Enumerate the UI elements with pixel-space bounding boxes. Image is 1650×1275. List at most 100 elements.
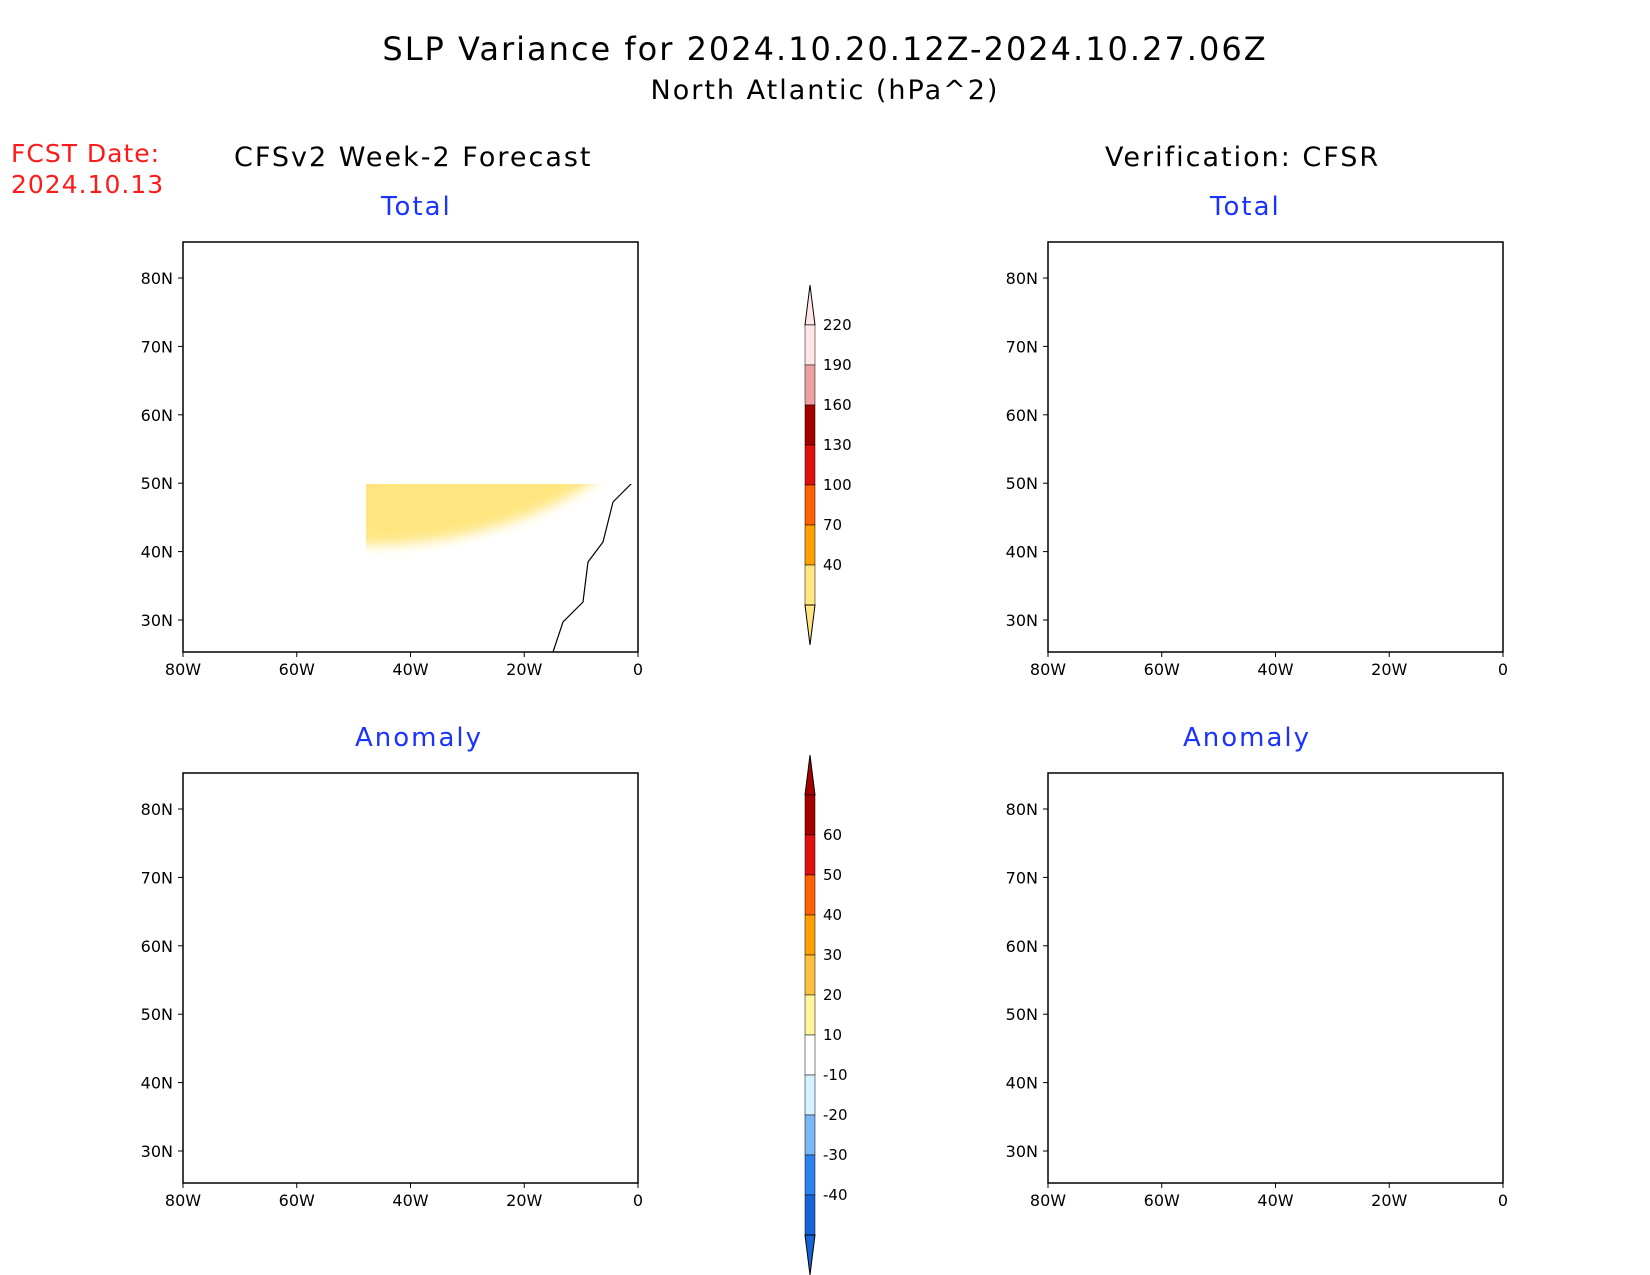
field-region-4 (209, 353, 387, 481)
lon-tick-label-60W: 60W (1144, 1191, 1180, 1210)
map-background (1048, 773, 1503, 1183)
field-region-3 (273, 252, 393, 332)
colorbar-segment (804, 994, 816, 1036)
field-region-2 (1056, 768, 1361, 1048)
field-region-4 (333, 813, 473, 893)
field-region-6 (1315, 294, 1521, 471)
field-region-10 (1080, 1038, 1196, 1168)
coastline-2 (503, 364, 533, 377)
field-region-4 (1259, 788, 1577, 1099)
colorbar-segment (804, 324, 816, 366)
colorbar-segment (804, 404, 816, 446)
colorbar-segment (804, 1114, 816, 1156)
coastline-3 (588, 938, 618, 988)
colorbar-bottom-arrow (804, 1234, 816, 1275)
field-region-8 (1193, 956, 1363, 1100)
colorbar-segment (804, 364, 816, 406)
map-panel-tr (982, 157, 1582, 686)
lon-tick-label-80W: 80W (165, 1191, 201, 1210)
lat-tick-label-50N: 50N (141, 474, 173, 493)
lon-tick-label-0: 0 (633, 1191, 643, 1210)
lon-tick-label-60W: 60W (1144, 660, 1180, 679)
field-region-3 (1075, 791, 1321, 1024)
lat-tick-label-60N: 60N (1006, 406, 1038, 425)
lat-tick-label-30N: 30N (141, 1142, 173, 1161)
lat-tick-label-50N: 50N (141, 1005, 173, 1024)
field-region-1 (1011, 192, 1485, 593)
lon-tick-label-80W: 80W (165, 660, 201, 679)
coastline-0 (183, 262, 518, 382)
field-region-7 (1113, 306, 1302, 477)
colorbar-top-arrow (804, 754, 816, 796)
map-frame-tr (1047, 241, 1504, 653)
lat-tick-label-80N: 80N (141, 800, 173, 819)
field-region-8 (388, 1013, 418, 1073)
field-region-2 (1253, 242, 1582, 581)
lat-tick-label-60N: 60N (141, 406, 173, 425)
field-region-5 (1090, 294, 1325, 510)
lat-tick-label-60N: 60N (1006, 937, 1038, 956)
field-region-0 (1036, 773, 1516, 1173)
lat-tick-label-80N: 80N (141, 269, 173, 288)
coastline-5 (552, 484, 632, 653)
lat-tick-label-40N: 40N (1006, 1074, 1038, 1093)
colorbar-level-10: 10 (823, 1026, 842, 1044)
lat-tick-label-40N: 40N (141, 1074, 173, 1093)
colorbar-segment (804, 954, 816, 996)
colorbar-level-70: 70 (823, 516, 842, 534)
colorbar-level-40: 40 (823, 556, 842, 574)
colorbar-segment (804, 1194, 816, 1236)
coastline-2 (1368, 895, 1398, 908)
fcst-label: FCST Date: (11, 139, 161, 168)
shaded-field (1022, 745, 1577, 1173)
lon-tick-label-60W: 60W (279, 660, 315, 679)
colorbar-level-130: 130 (823, 436, 852, 454)
colorbar-segment (804, 794, 816, 836)
lat-tick-label-70N: 70N (1006, 337, 1038, 356)
lat-tick-label-60N: 60N (141, 937, 173, 956)
colorbar-level--40: -40 (823, 1186, 848, 1204)
colorbar-segment (804, 1034, 816, 1076)
colorbar-bottom-arrow (804, 604, 816, 646)
field-region-12 (1293, 993, 1403, 1073)
colorbar-level-30: 30 (823, 946, 842, 964)
lon-tick-label-20W: 20W (1371, 1191, 1407, 1210)
lon-tick-label-40W: 40W (392, 660, 428, 679)
coastline-3 (1453, 938, 1483, 988)
field-region-11 (1393, 297, 1502, 376)
field-region-13 (1318, 422, 1438, 502)
field-region-12 (1101, 471, 1194, 583)
field-region-1 (1028, 745, 1388, 1081)
field-region-3 (218, 893, 268, 923)
field-region-1 (185, 841, 401, 984)
left-column-title: CFSv2 Week-2 Forecast (234, 142, 593, 173)
coastline-4 (1443, 968, 1458, 988)
field-region-8 (1365, 295, 1511, 408)
coastline-3 (588, 407, 618, 457)
fcst-date: 2024.10.13 (11, 170, 165, 199)
lat-tick-label-50N: 50N (1006, 1005, 1038, 1024)
bottom-right-panel-label: Anomaly (1183, 723, 1312, 753)
colorbar-top-arrow (804, 284, 816, 326)
map-panel-br (1022, 745, 1577, 1183)
colorbar-segment (804, 834, 816, 876)
lat-tick-label-30N: 30N (1006, 611, 1038, 630)
map-panel-bl (163, 773, 638, 1183)
map-frame-bl (182, 772, 639, 1184)
field-region-1 (175, 268, 551, 506)
field-region-5 (353, 272, 473, 362)
anomaly-colorbar: -40 -30 -20 -10 10 20 30 40 50 60 (804, 754, 848, 1275)
colorbar-segment (804, 484, 816, 526)
coastline-1 (183, 843, 333, 1118)
lon-tick-label-20W: 20W (1371, 660, 1407, 679)
coastline-4 (1443, 437, 1458, 457)
main-subtitle: North Atlantic (hPa^2) (650, 75, 1000, 106)
map-background (366, 484, 638, 652)
colorbar-segment (804, 874, 816, 916)
lon-tick-label-20W: 20W (506, 1191, 542, 1210)
coastline-0 (1048, 262, 1383, 382)
colorbar-segment (804, 524, 816, 566)
right-column-title: Verification: CFSR (1105, 142, 1381, 173)
lat-tick-label-40N: 40N (141, 543, 173, 562)
coastline-1 (183, 312, 333, 587)
